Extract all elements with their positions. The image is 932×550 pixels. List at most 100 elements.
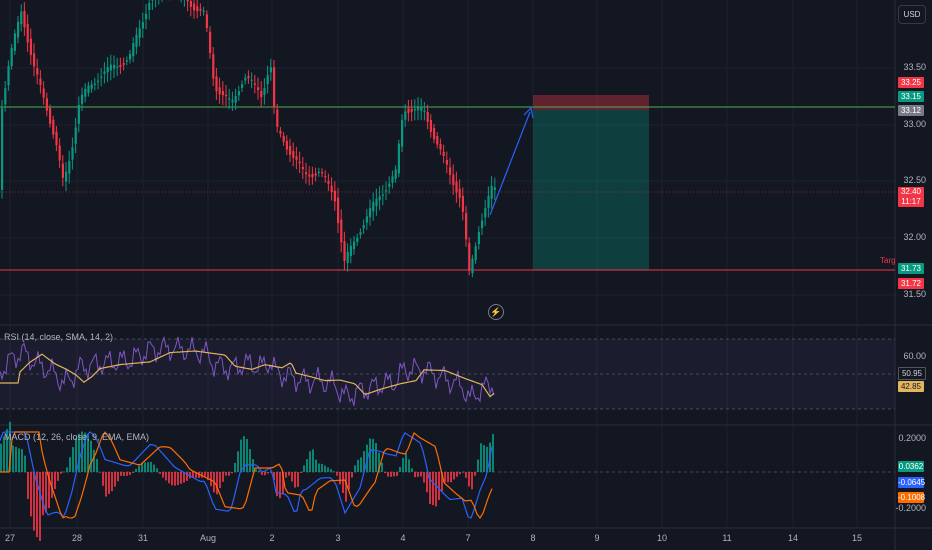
macd-histogram-bar: [420, 472, 422, 477]
candle-body: [250, 79, 253, 81]
macd-histogram-bar: [324, 465, 326, 472]
candle-body: [340, 219, 343, 243]
candle-body: [461, 195, 464, 212]
macd-histogram-bar: [129, 472, 131, 476]
macd-histogram-bar: [162, 472, 164, 478]
time-tick: 11: [722, 533, 732, 543]
macd-histogram-bar: [45, 472, 47, 513]
macd-histogram-bar: [36, 472, 38, 538]
macd-histogram-bar: [432, 472, 434, 506]
macd-histogram-bar: [210, 472, 212, 487]
candle-body: [276, 109, 279, 127]
macd-histogram-bar: [348, 472, 350, 490]
macd-histogram-bar: [447, 472, 449, 483]
flash-icon[interactable]: ⚡: [488, 304, 504, 320]
macd-histogram-bar: [357, 459, 359, 472]
macd-histogram-bar: [96, 458, 98, 472]
candle-body: [90, 84, 93, 89]
macd-histogram-bar: [408, 459, 410, 472]
macd-histogram-bar: [273, 472, 275, 481]
candle-body: [407, 108, 410, 113]
candle-body: [410, 108, 413, 112]
candle-body: [426, 112, 429, 122]
macd-histogram-bar: [321, 463, 323, 472]
candle-body: [205, 14, 208, 29]
candle-body: [487, 195, 490, 209]
macd-histogram-bar: [219, 472, 221, 489]
candle-body: [298, 161, 301, 164]
macd-histogram-bar: [429, 472, 431, 504]
macd-histogram-bar: [276, 472, 278, 497]
macd-histogram-bar: [456, 472, 458, 477]
candle-body: [1, 108, 4, 190]
macd-histogram-bar: [228, 472, 230, 476]
candle-body: [209, 31, 212, 54]
rsi-line: [0, 335, 495, 406]
candle-body: [372, 202, 375, 212]
candle-body: [68, 160, 71, 174]
macd-histogram-bar: [393, 472, 395, 477]
candle-body: [263, 87, 266, 95]
candle-body: [42, 88, 45, 98]
candle-body: [218, 87, 221, 95]
currency-button[interactable]: USD: [898, 5, 926, 24]
candle-body: [353, 241, 356, 249]
candle-body: [295, 156, 298, 160]
macd-histogram-bar: [351, 472, 353, 478]
candle-body: [116, 66, 119, 68]
rsi-title[interactable]: RSI (14, close, SMA, 14, 2): [4, 332, 114, 342]
candle-body: [471, 258, 474, 274]
macd-title[interactable]: MACD (12, 26, close, 9, EMA, EMA): [4, 432, 150, 442]
macd-histogram-bar: [225, 472, 227, 476]
candle-body: [433, 128, 436, 140]
candle-body: [215, 76, 218, 92]
macd-histogram-bar: [84, 432, 86, 472]
time-tick: Aug: [199, 533, 217, 543]
macd-histogram-bar: [411, 468, 413, 472]
macd-histogram-bar: [105, 472, 107, 497]
macd-histogram-bar: [462, 471, 464, 473]
macd-histogram-bar: [381, 462, 383, 472]
macd-histogram-bar: [72, 447, 74, 472]
macd-histogram-bar: [93, 449, 95, 472]
macd-histogram-bar: [405, 453, 407, 472]
candle-body: [49, 108, 52, 124]
macd-histogram-bar: [375, 443, 377, 472]
macd-histogram-bar: [120, 472, 122, 476]
macd-histogram-bar: [237, 451, 239, 472]
candle-body: [330, 185, 333, 192]
candle-body: [481, 220, 484, 228]
macd-histogram-bar: [168, 472, 170, 484]
macd-histogram-bar: [27, 472, 29, 499]
macd-histogram-bar: [378, 452, 380, 472]
macd-histogram-bar: [195, 472, 197, 478]
macd-histogram-bar: [48, 472, 50, 509]
candle-body: [212, 54, 215, 79]
macd-histogram-bar: [303, 465, 305, 472]
candle-body: [247, 75, 250, 79]
candle-body: [490, 186, 493, 199]
macd-histogram-bar: [39, 472, 41, 541]
macd-histogram-bar: [426, 472, 428, 493]
time-tick: 9: [594, 533, 600, 543]
candle-body: [189, 0, 192, 7]
candle-body: [241, 84, 244, 88]
candle-body: [458, 188, 461, 198]
macd-histogram-bar: [114, 472, 116, 487]
macd-histogram-bar: [435, 472, 437, 507]
candle-body: [269, 67, 272, 73]
macd-histogram-bar: [468, 472, 470, 487]
macd-histogram-bar: [117, 472, 119, 482]
macd-histogram-bar: [267, 472, 269, 474]
candle-body: [260, 91, 263, 98]
candle-body: [324, 175, 327, 178]
macd-histogram-bar: [390, 472, 392, 477]
candle-body: [4, 88, 7, 105]
candle-body: [397, 143, 400, 174]
candle-body: [282, 135, 285, 142]
macd-histogram-bar: [33, 472, 35, 531]
macd-histogram-bar: [339, 472, 341, 485]
macd-histogram-bar: [246, 439, 248, 472]
candle-body: [45, 98, 48, 111]
